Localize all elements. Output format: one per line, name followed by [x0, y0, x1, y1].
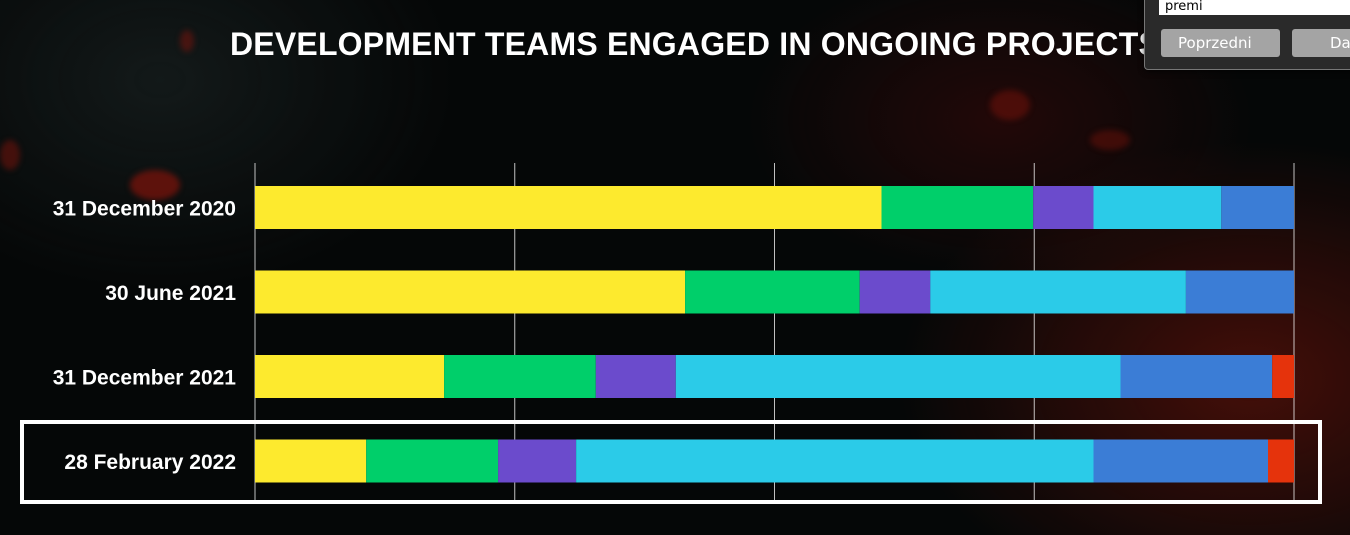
find-search-input[interactable]: [1159, 0, 1350, 15]
bar-segment: [881, 186, 1034, 229]
bar-segment: [366, 439, 499, 483]
bar-segment: [1185, 270, 1294, 314]
chart-title: DEVELOPMENT TEAMS ENGAGED IN ONGOING PRO…: [230, 26, 1160, 62]
category-label: 31 December 2021: [53, 367, 237, 390]
background-bokeh: [0, 140, 20, 170]
bar-segment: [1093, 186, 1222, 229]
highlight-frame: [20, 420, 1322, 504]
background-bokeh: [990, 90, 1030, 120]
bar-segment: [1120, 355, 1273, 398]
category-label: 31 December 2020: [53, 198, 236, 221]
find-next-button[interactable]: Dalej: [1292, 29, 1350, 57]
bar-segment: [859, 270, 931, 314]
bar-segment: [1221, 186, 1294, 229]
find-previous-button[interactable]: Poprzedni: [1161, 29, 1280, 57]
category-label: 28 February 2022: [64, 451, 236, 474]
category-label: 30 June 2021: [105, 282, 236, 305]
bar-segment: [255, 270, 686, 314]
bar-segment: [255, 355, 445, 398]
background-bokeh: [1090, 130, 1130, 150]
bar-segment: [498, 439, 576, 483]
bar-segment: [576, 439, 1094, 483]
bar-segment: [1093, 439, 1269, 483]
bar-segment: [595, 355, 676, 398]
bar-segment: [444, 355, 596, 398]
bar-segment: [1268, 439, 1294, 483]
background-bokeh: [180, 30, 194, 52]
find-in-page-bar: Poprzedni Dalej: [1144, 0, 1350, 70]
bar-segment: [930, 270, 1186, 314]
background-bokeh: [130, 170, 180, 200]
bar-segment: [255, 186, 882, 229]
bar-segment: [1033, 186, 1094, 229]
bar-segment: [675, 355, 1121, 398]
bar-segment: [255, 439, 367, 483]
bar-segment: [685, 270, 860, 314]
bar-segment: [1272, 355, 1294, 398]
